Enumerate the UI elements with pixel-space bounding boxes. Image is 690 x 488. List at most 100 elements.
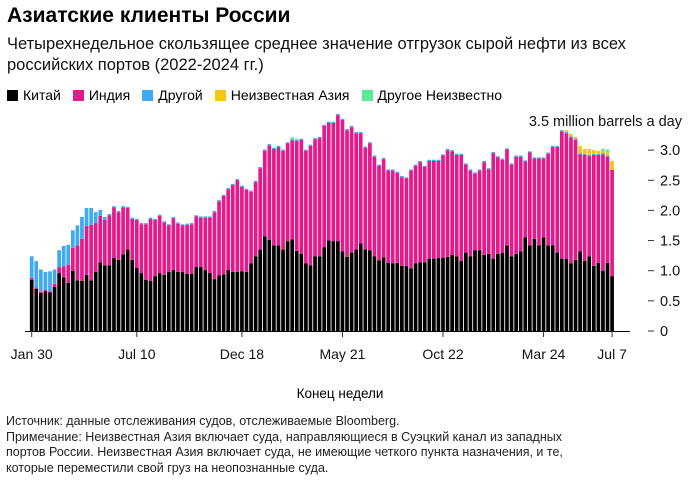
bar-segment-0 — [80, 280, 84, 331]
bar-segment-0 — [148, 280, 153, 331]
legend-label: Индия — [88, 87, 131, 103]
bar-segment-1 — [244, 189, 249, 272]
bar-segment-0 — [139, 273, 144, 331]
bar-segment-2 — [336, 113, 340, 116]
bar-segment-1 — [38, 291, 43, 294]
bar-segment-1 — [432, 160, 436, 259]
bar-segment-1 — [591, 154, 596, 266]
bar-segment-1 — [61, 266, 66, 278]
bar-segment-0 — [404, 265, 409, 331]
bar-segment-0 — [272, 245, 276, 331]
bar-segment-2 — [157, 214, 162, 216]
bar-segment-0 — [587, 256, 592, 331]
bar-segment-2 — [212, 211, 217, 213]
bar-segment-1 — [464, 164, 468, 253]
bar-segment-0 — [194, 267, 199, 331]
bar-segment-4 — [601, 148, 605, 151]
bar-segment-2 — [34, 261, 39, 288]
bar-segment-0 — [61, 277, 66, 331]
bar-segment-0 — [121, 254, 125, 331]
bar-segment-1 — [564, 133, 569, 259]
bar-segment-1 — [258, 168, 263, 250]
bar-segment-1 — [601, 154, 605, 271]
bar-segment-1 — [217, 201, 221, 276]
bar-segment-0 — [285, 241, 290, 331]
x-tick-label: Jan 30 — [11, 346, 53, 362]
bar-segment-1 — [372, 156, 377, 257]
bar-segment-1 — [354, 133, 359, 250]
bar-segment-0 — [240, 271, 244, 331]
bar-segment-2 — [354, 132, 359, 134]
bar-segment-2 — [276, 145, 281, 148]
legend-swatch — [7, 89, 18, 101]
bar-segment-0 — [326, 240, 331, 331]
bar-segment-0 — [527, 245, 532, 331]
bar-segment-0 — [180, 271, 185, 331]
legend-label: Неизвестная Азия — [230, 87, 350, 103]
bar-segment-1 — [537, 158, 541, 246]
bar-segment-0 — [427, 258, 432, 331]
bar-segment-0 — [454, 256, 459, 331]
bar-segment-1 — [377, 165, 381, 261]
bar-segment-2 — [139, 223, 144, 225]
bar-segment-1 — [180, 225, 185, 272]
bar-segment-1 — [555, 147, 560, 253]
bar-segment-1 — [29, 277, 34, 280]
bar-segment-2 — [70, 230, 75, 248]
bar-segment-2 — [537, 157, 541, 159]
bar-segment-0 — [57, 273, 61, 331]
bar-segment-1 — [125, 207, 130, 250]
bar-segment-2 — [29, 256, 34, 278]
bar-segment-0 — [267, 239, 272, 331]
y-unit-label: 3.5 million barrels a day — [529, 114, 683, 130]
bar-segment-1 — [400, 177, 404, 266]
bar-segment-1 — [573, 139, 578, 260]
bar-segment-1 — [208, 217, 212, 274]
bar-segment-0 — [436, 258, 441, 331]
bar-segment-2 — [441, 154, 445, 156]
bar-segment-2 — [98, 209, 103, 216]
bar-segment-0 — [107, 265, 112, 331]
bar-segment-1 — [198, 217, 203, 268]
bar-segment-2 — [153, 218, 157, 221]
bar-segment-0 — [591, 265, 596, 331]
bar-segment-1 — [121, 207, 125, 255]
bar-segment-2 — [386, 169, 391, 171]
bar-segment-1 — [80, 238, 84, 281]
x-tick-label: Dec 18 — [220, 346, 265, 362]
bar-segment-2 — [272, 147, 276, 149]
bar-segment-2 — [107, 214, 112, 216]
bar-segment-0 — [281, 249, 285, 331]
bar-segment-0 — [386, 262, 391, 331]
bar-segment-0 — [157, 273, 162, 331]
bar-segment-1 — [441, 155, 445, 259]
bar-segment-0 — [505, 245, 509, 331]
chart-title: Азиатские клиенты России — [7, 4, 291, 27]
x-axis-title-text: Конец недели — [296, 386, 384, 401]
bar-segment-1 — [203, 217, 208, 271]
bar-segment-1 — [116, 212, 121, 260]
bar-segment-1 — [340, 119, 345, 252]
bar-segment-1 — [404, 178, 409, 266]
bar-segment-3 — [564, 130, 569, 133]
bar-segment-0 — [409, 268, 413, 331]
bar-segment-3 — [578, 145, 582, 154]
bar-segment-1 — [518, 156, 523, 252]
bar-segment-2 — [176, 222, 180, 224]
bar-segment-1 — [89, 224, 93, 281]
bar-segment-2 — [514, 155, 518, 157]
bar-segment-2 — [582, 153, 587, 155]
bar-segment-0 — [38, 293, 43, 331]
bar-segment-0 — [304, 263, 308, 331]
bar-segment-2 — [454, 153, 459, 155]
bar-segment-1 — [240, 186, 244, 272]
bar-segment-1 — [409, 170, 413, 269]
bar-segment-1 — [582, 154, 587, 262]
bar-segment-1 — [304, 150, 308, 264]
bar-segment-1 — [107, 215, 112, 266]
y-tick-label: 1.0 — [660, 264, 680, 280]
bar-segment-0 — [491, 258, 496, 331]
bar-segment-0 — [253, 256, 258, 331]
bar-segment-0 — [29, 279, 34, 331]
bar-segment-0 — [381, 257, 386, 331]
